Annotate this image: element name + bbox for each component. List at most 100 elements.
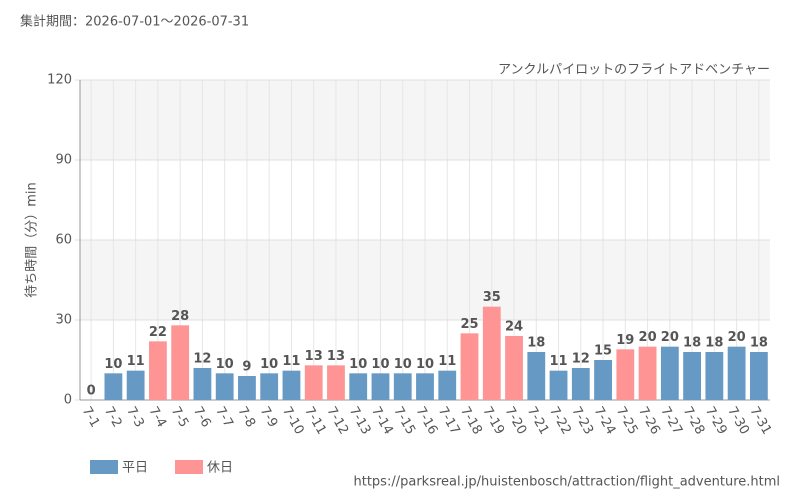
source: https://parksreal.jp/huistenbosch/attrac… [354, 475, 781, 490]
value-label: 10 [216, 357, 234, 372]
x-tick-label: 7-28 [680, 404, 708, 437]
value-label: 24 [505, 320, 523, 335]
legend-swatch [175, 460, 203, 474]
value-label: 35 [483, 290, 501, 305]
x-tick-label: 7-7 [212, 404, 236, 430]
x-tick-label: 7-2 [101, 404, 125, 430]
y-tick-label: 90 [55, 153, 72, 168]
x-tick-label: 7-5 [168, 404, 192, 430]
x-tick-label: 7-21 [524, 404, 552, 437]
legend-swatch [90, 460, 118, 474]
bar [527, 352, 546, 400]
bar [749, 352, 768, 400]
value-label: 10 [394, 357, 412, 372]
value-label: 12 [572, 352, 590, 367]
bar [282, 370, 301, 400]
bar [616, 349, 635, 400]
x-tick-label: 7-27 [657, 404, 685, 437]
x-tick-label: 7-30 [724, 404, 752, 437]
value-label: 11 [438, 354, 456, 369]
bar [215, 373, 234, 400]
x-tick-label: 7-23 [568, 404, 596, 437]
bar [416, 373, 434, 400]
value-label: 11 [550, 354, 568, 369]
x-tick-label: 7-10 [279, 404, 307, 437]
bar [171, 325, 190, 400]
value-label: 18 [750, 336, 768, 351]
y-tick-label: 120 [47, 73, 72, 88]
bar [327, 365, 345, 400]
value-label: 25 [460, 317, 478, 332]
value-label: 11 [127, 354, 145, 369]
value-label: 20 [728, 330, 746, 345]
bar [683, 352, 701, 400]
bar [505, 336, 523, 400]
x-tick-label: 7-13 [346, 404, 374, 437]
y-tick-label: 0 [64, 393, 72, 408]
x-tick-label: 7-18 [457, 404, 485, 437]
bar [126, 370, 145, 400]
x-tick-label: 7-8 [234, 404, 258, 430]
x-tick-label: 7-16 [413, 404, 441, 437]
value-label: 15 [594, 344, 612, 359]
x-tick-label: 7-4 [145, 404, 169, 430]
legend-label: 平日 [122, 461, 148, 476]
x-tick-label: 7-12 [323, 404, 351, 437]
value-label: 18 [705, 336, 723, 351]
legend-label: 休日 [207, 461, 233, 476]
y-tick-label: 30 [55, 313, 72, 328]
value-label: 10 [416, 357, 434, 372]
bar [482, 306, 501, 400]
x-tick-label: 7-26 [635, 404, 663, 437]
value-label: 18 [683, 336, 701, 351]
x-tick-label: 7-22 [546, 404, 574, 437]
x-tick-label: 7-1 [79, 404, 103, 430]
value-label: 18 [527, 336, 545, 351]
value-label: 10 [349, 357, 367, 372]
value-label: 10 [371, 357, 389, 372]
x-tick-label: 7-19 [479, 404, 507, 437]
bar [349, 373, 368, 400]
value-label: 10 [260, 357, 278, 372]
bar [549, 370, 568, 400]
x-tick-label: 7-20 [502, 404, 530, 437]
value-label: 20 [639, 330, 657, 345]
value-label: 12 [193, 352, 211, 367]
x-tick-label: 7-17 [435, 404, 463, 437]
period: 集計期間：2026-07-01～2026-07-31 [20, 14, 249, 30]
subtitle: アンクルパイロットのフライトアドベンチャー [498, 63, 770, 78]
value-label: 13 [327, 349, 345, 364]
bar [571, 368, 590, 400]
bar [727, 346, 746, 400]
y-axis-title: 待ち時間（分）min [25, 182, 40, 298]
bar [438, 370, 457, 400]
bar [304, 365, 323, 400]
x-tick-label: 7-24 [591, 404, 619, 437]
x-tick-label: 7-3 [123, 404, 147, 430]
value-label: 0 [87, 384, 96, 399]
x-tick-label: 7-29 [702, 404, 730, 437]
bar [460, 333, 479, 400]
value-label: 9 [242, 360, 251, 375]
bar [594, 360, 612, 400]
x-tick-label: 7-25 [613, 404, 641, 437]
bar [393, 373, 412, 400]
bar [371, 373, 390, 400]
bar [238, 376, 256, 400]
bar [104, 373, 123, 400]
value-label: 28 [171, 309, 189, 324]
bar [260, 373, 279, 400]
x-tick-label: 7-14 [368, 404, 396, 437]
y-tick-label: 60 [55, 233, 72, 248]
x-tick-label: 7-31 [746, 404, 774, 437]
value-label: 22 [149, 325, 167, 340]
value-label: 19 [616, 333, 634, 348]
x-tick-label: 7-6 [190, 404, 214, 430]
value-label: 11 [282, 354, 300, 369]
value-label: 10 [104, 357, 122, 372]
value-label: 20 [661, 330, 679, 345]
bar [149, 341, 167, 400]
x-tick-label: 7-11 [301, 404, 329, 437]
bar [660, 346, 679, 400]
bar [193, 368, 212, 400]
